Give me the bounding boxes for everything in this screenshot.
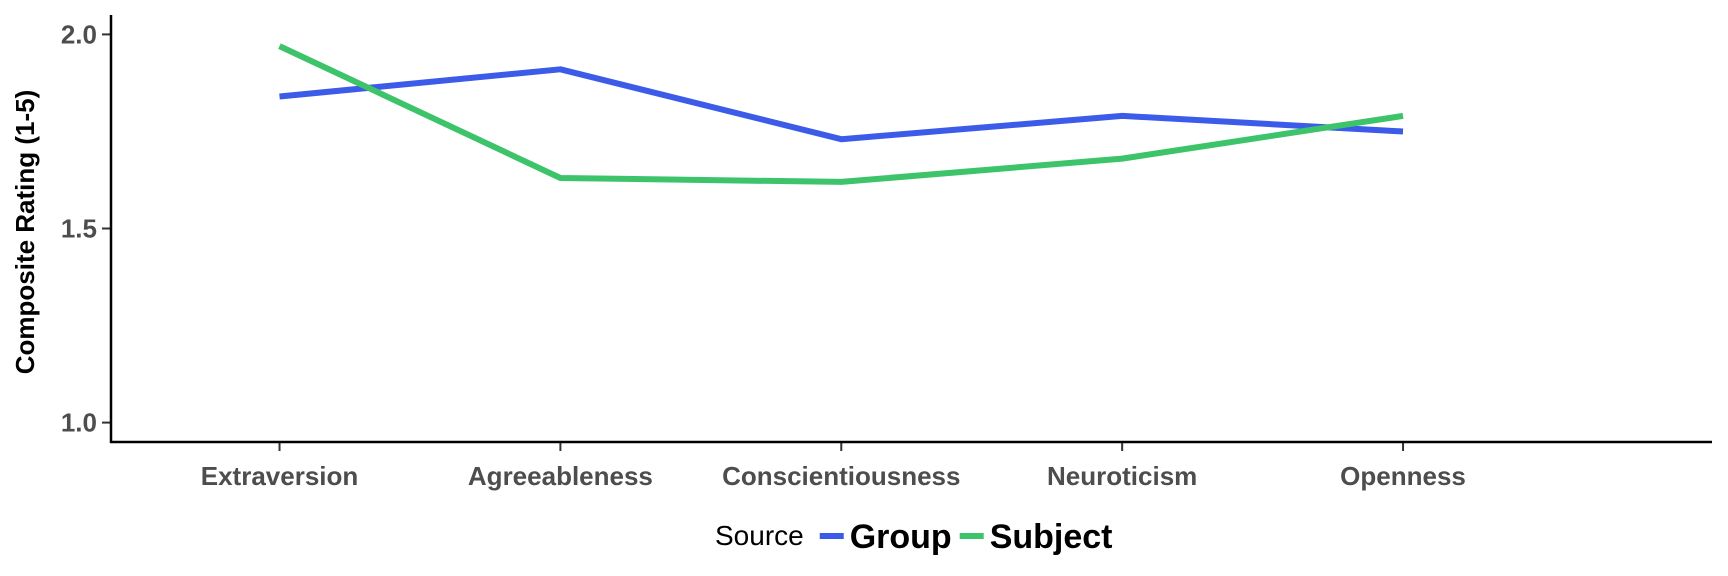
x-tick-label: Extraversion <box>201 461 359 491</box>
legend-title: Source <box>715 520 804 551</box>
legend-label-subject: Subject <box>990 518 1113 556</box>
series-layer <box>278 43 1404 185</box>
series-line-subject <box>278 43 1404 185</box>
x-tick-label: Agreeableness <box>468 461 653 491</box>
y-tick-label: 1.5 <box>61 214 97 244</box>
y-axis-ticks: 1.0 1.5 2.0 <box>61 19 111 438</box>
y-axis-title: Composite Rating (1-5) <box>10 90 40 375</box>
x-tick-label: Conscientiousness <box>722 461 960 491</box>
x-axis-ticks: Extraversion Agreeableness Conscientiousne… <box>201 442 1466 491</box>
y-tick-label: 1.0 <box>61 408 97 438</box>
legend: Source Group Subject <box>715 518 1113 556</box>
x-tick-label: Neuroticism <box>1047 461 1197 491</box>
series-line-group <box>279 66 1404 143</box>
y-tick-label: 2.0 <box>61 19 97 49</box>
x-tick-label: Openness <box>1340 461 1466 491</box>
legend-label-group: Group <box>850 518 952 556</box>
